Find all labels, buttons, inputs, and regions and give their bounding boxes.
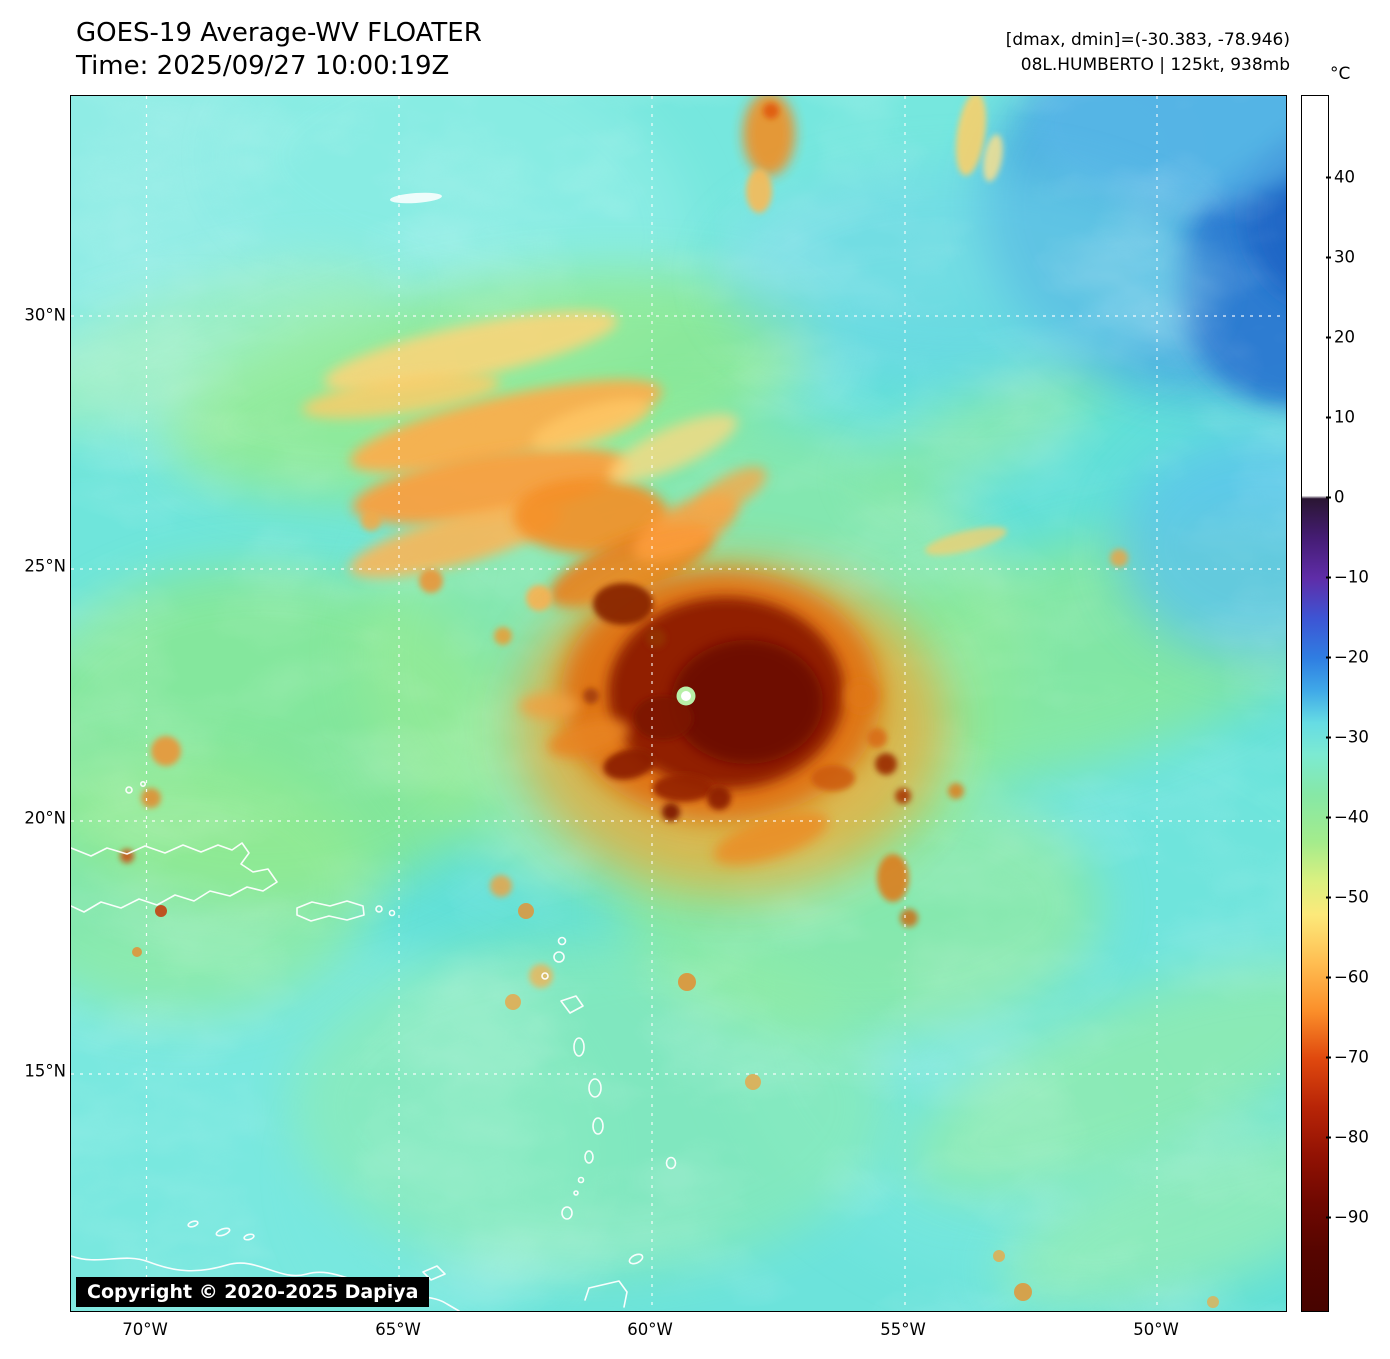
lon-label-50w: 50°W bbox=[1133, 1320, 1179, 1339]
colorbar-tick: 20 bbox=[1326, 327, 1355, 347]
lat-label-20n: 20°N bbox=[24, 808, 66, 828]
storm-coldest-core bbox=[671, 640, 823, 764]
colorbar-unit-label: °C bbox=[1330, 64, 1351, 84]
colorbar-tick: −70 bbox=[1326, 1047, 1369, 1067]
scattered-convection bbox=[120, 736, 1219, 1308]
satellite-wv-image bbox=[70, 95, 1287, 1312]
coastline-trinidad bbox=[584, 1280, 628, 1308]
colorbar-tick: −90 bbox=[1326, 1207, 1369, 1227]
lon-label-65w: 65°W bbox=[375, 1320, 421, 1339]
colorbar-tick: −20 bbox=[1326, 647, 1369, 667]
header-right-block: [dmax, dmin]=(-30.383, -78.946) 08L.HUMB… bbox=[1006, 28, 1290, 78]
timestamp: Time: 2025/09/27 10:00:19Z bbox=[76, 51, 450, 81]
lon-label-70w: 70°W bbox=[122, 1320, 168, 1339]
lat-label-15n: 15°N bbox=[24, 1061, 66, 1081]
product-title: GOES-19 Average-WV FLOATER bbox=[76, 18, 482, 48]
hurricane-humberto bbox=[516, 561, 964, 891]
colorbar-tick: 40 bbox=[1326, 167, 1355, 187]
lat-label-30n: 30°N bbox=[24, 305, 66, 325]
colorbar-tick: 0 bbox=[1326, 487, 1345, 507]
colorbar-tick: −40 bbox=[1326, 807, 1369, 827]
coastline-lesser-antilles bbox=[541, 936, 677, 1265]
lon-label-55w: 55°W bbox=[880, 1320, 926, 1339]
storm-info-readout: 08L.HUMBERTO | 125kt, 938mb bbox=[1020, 55, 1290, 75]
dmax-dmin-readout: [dmax, dmin]=(-30.383, -78.946) bbox=[1005, 30, 1290, 50]
colorbar-tick: −30 bbox=[1326, 727, 1369, 747]
colorbar-tick: −10 bbox=[1326, 567, 1369, 587]
coastline-hispaniola bbox=[71, 842, 278, 913]
colorbar-tick: −80 bbox=[1326, 1127, 1369, 1147]
lat-label-25n: 25°N bbox=[24, 556, 66, 576]
lon-label-60w: 60°W bbox=[627, 1320, 673, 1339]
temperature-colorbar bbox=[1301, 95, 1329, 1312]
coastline-puerto-rico bbox=[296, 900, 365, 922]
colorbar-tick: 10 bbox=[1326, 407, 1355, 427]
colorbar-tick: −60 bbox=[1326, 967, 1369, 987]
copyright-badge: Copyright © 2020-2025 Dapiya bbox=[76, 1277, 430, 1307]
colorbar-tick: −50 bbox=[1326, 887, 1369, 907]
storm-eye bbox=[681, 691, 691, 701]
colorbar-tick: 30 bbox=[1326, 247, 1355, 267]
dry-warm-bands bbox=[301, 96, 1128, 645]
